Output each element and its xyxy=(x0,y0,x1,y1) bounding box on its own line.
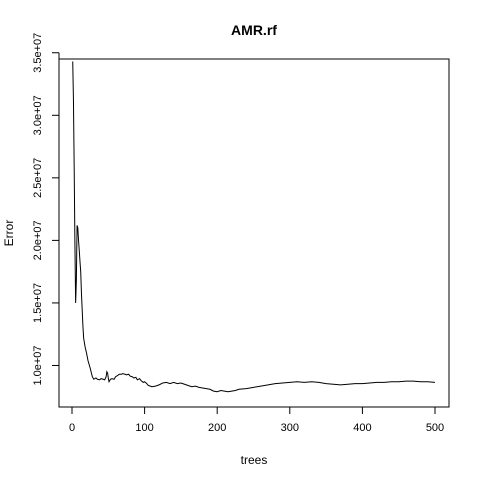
plot-frame xyxy=(59,59,449,407)
x-tick-label: 300 xyxy=(281,422,299,434)
y-axis: 1.0e+07 1.5e+07 2.0e+07 2.5e+07 3.0e+07 3.5e+… xyxy=(32,33,59,386)
x-tick-label: 100 xyxy=(135,422,153,434)
error-line xyxy=(73,62,435,392)
x-tick-label: 0 xyxy=(69,422,75,434)
y-tick-label: 1.0e+07 xyxy=(32,345,44,385)
y-axis-label: Error xyxy=(2,220,16,247)
chart-title: AMR.rf xyxy=(231,22,277,38)
x-axis-label: trees xyxy=(241,453,268,467)
x-tick-label: 400 xyxy=(353,422,371,434)
y-tick-label: 2.0e+07 xyxy=(32,220,44,260)
x-axis: 0 100 200 300 400 500 xyxy=(69,407,444,434)
y-tick-label: 3.0e+07 xyxy=(32,95,44,135)
y-tick-label: 2.5e+07 xyxy=(32,158,44,198)
y-tick-label: 3.5e+07 xyxy=(32,33,44,73)
y-tick-label: 1.5e+07 xyxy=(32,283,44,323)
x-tick-label: 200 xyxy=(208,422,226,434)
x-tick-label: 500 xyxy=(426,422,444,434)
